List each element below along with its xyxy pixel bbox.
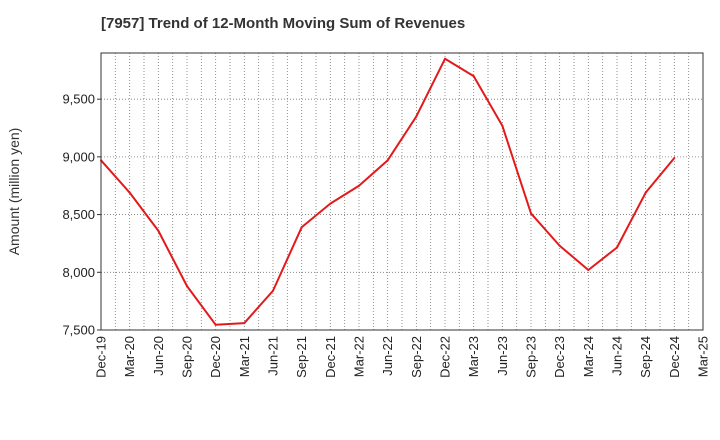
y-tick-label: 9,000	[62, 149, 95, 164]
plot-frame	[100, 52, 704, 331]
data-point	[329, 202, 332, 205]
x-tick-label: Jun-21	[266, 336, 281, 376]
x-tick-label: Mar-22	[352, 336, 367, 377]
y-tick-label: 9,500	[62, 92, 95, 107]
x-tick-label: Jun-23	[495, 336, 510, 376]
x-tick-label: Mar-21	[237, 336, 252, 377]
x-tick-label: Mar-25	[696, 336, 711, 377]
data-point	[157, 229, 160, 232]
data-point	[128, 191, 131, 194]
data-point	[272, 289, 274, 292]
x-tick-label: Sep-20	[180, 336, 195, 378]
chart-title: [7957] Trend of 12-Month Moving Sum of R…	[101, 15, 466, 32]
x-tick-label: Sep-24	[638, 336, 653, 378]
x-tick-label: Dec-24	[667, 336, 682, 378]
data-point	[673, 157, 676, 160]
y-axis-label: Amount (million yen)	[6, 128, 22, 256]
data-point	[501, 124, 504, 127]
x-tick-label: Sep-23	[524, 336, 539, 378]
x-tick-label: Jun-20	[151, 336, 166, 376]
data-point	[530, 212, 532, 215]
x-tick-labels: Dec-19 Mar-20 Jun-20 Sep-20 Dec-20 Mar-21 Jun-…	[94, 336, 711, 378]
data-point	[358, 184, 360, 187]
x-tick-label: Jun-24	[610, 336, 625, 376]
x-tick-label: Mar-24	[581, 336, 596, 377]
x-tick-label: Jun-22	[380, 336, 395, 376]
data-point	[243, 322, 246, 325]
y-tick-labels: 7,500 8,000 8,500 9,000 9,500	[62, 92, 101, 338]
x-tick-label: Dec-20	[208, 336, 223, 378]
data-point	[587, 268, 590, 271]
data-point	[472, 75, 475, 78]
x-tick-label: Sep-22	[409, 336, 424, 378]
y-tick-label: 8,000	[62, 265, 95, 280]
data-point	[644, 191, 647, 194]
x-tick-label: Dec-21	[323, 336, 338, 378]
data-point	[616, 246, 618, 249]
data-point	[386, 159, 389, 162]
y-tick-label: 8,500	[62, 207, 95, 222]
y-tick-label: 7,500	[62, 323, 95, 338]
series-layer	[100, 57, 676, 326]
grid-layer	[101, 53, 703, 330]
x-tick-label: Mar-20	[122, 336, 137, 377]
data-point	[444, 57, 446, 60]
data-point	[214, 323, 217, 326]
x-tick-label: Mar-23	[466, 336, 481, 377]
x-tick-label: Sep-21	[294, 336, 309, 378]
x-tick-label: Dec-23	[552, 336, 567, 378]
data-point	[558, 244, 561, 247]
x-tick-label: Dec-22	[438, 336, 453, 378]
data-point	[300, 226, 303, 229]
data-point	[186, 285, 188, 288]
data-point	[415, 115, 418, 118]
x-tick-label: Dec-19	[94, 336, 109, 378]
